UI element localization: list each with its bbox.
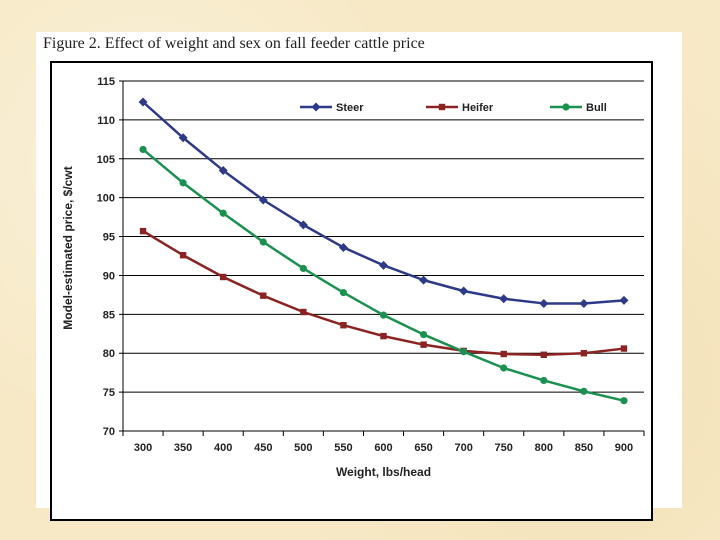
y-tick-label: 70 [103,426,115,438]
y-tick-label: 80 [103,348,115,360]
data-point-steer [619,295,629,305]
data-point-steer [419,275,429,285]
x-tick-label: 750 [495,442,513,454]
data-point-steer [178,133,188,143]
x-tick-label: 300 [134,442,152,454]
data-point-steer [379,260,388,270]
data-point-bull [179,179,187,187]
legend-marker-bull [562,103,570,111]
data-point-heifer [540,351,548,358]
x-tick-label: 400 [214,442,232,454]
data-point-heifer [380,332,387,340]
slide-panel: Figure 2. Effect of weight and sex on fa… [36,32,682,521]
x-tick-label: 800 [535,442,553,454]
data-point-heifer [620,345,628,352]
legend-label-heifer: Heifer [462,102,494,114]
x-tick-label: 500 [294,442,312,454]
legend-label-bull: Bull [586,102,607,114]
y-tick-label: 105 [97,154,115,166]
data-point-heifer [420,341,427,348]
data-point-heifer [340,322,347,329]
data-point-steer [539,298,549,308]
data-point-steer [298,220,308,230]
x-tick-label: 600 [374,442,392,454]
data-point-steer [579,298,589,308]
data-point-bull [500,364,508,372]
data-point-heifer [580,350,588,357]
line-chart: 70 75 80 85 90 95 100 105 110 115 300 350 400 450 500 5… [61,76,645,479]
data-point-bull [339,288,348,297]
data-point-bull [219,209,227,217]
y-tick-label: 100 [97,193,115,205]
data-point-heifer [179,252,187,259]
data-point-heifer [300,308,307,316]
data-point-steer [218,165,228,175]
x-tick-label: 650 [414,442,432,454]
figure-title: Figure 2. Effect of weight and sex on fa… [43,35,425,52]
legend-label-steer: Steer [336,102,364,114]
data-point-steer [459,286,469,296]
y-tick-label: 90 [103,270,115,282]
x-tick-label: 700 [454,442,472,454]
y-tick-label: 115 [97,76,115,88]
x-tick-label: 450 [254,442,272,454]
data-point-bull [620,397,628,405]
y-tick-label: 110 [97,115,115,127]
x-tick-label: 550 [334,442,352,454]
data-point-bull [259,238,267,246]
x-tick-label: 900 [615,442,633,454]
data-point-bull [139,145,147,154]
data-point-steer [499,294,509,304]
y-tick-label: 75 [103,387,115,399]
data-point-bull [379,311,388,319]
data-point-heifer [139,227,147,235]
data-point-heifer [219,273,227,281]
data-point-bull [580,387,588,395]
data-point-heifer [500,350,507,358]
y-tick-label: 95 [103,232,115,244]
data-point-steer [258,195,268,205]
legend-marker-steer [311,102,321,112]
chart-frame: 70 75 80 85 90 95 100 105 110 115 300 350 400 450 500 5… [50,61,653,521]
data-point-bull [419,330,428,339]
x-tick-label: 350 [174,442,192,454]
data-point-steer [338,242,348,252]
x-axis-title: Weight, lbs/head [336,465,431,479]
data-point-steer [138,97,148,107]
y-axis-title: Model-estimated price, $/cwt [61,166,75,329]
data-point-bull [299,264,307,273]
data-point-bull [540,376,548,385]
y-tick-label: 85 [103,309,115,321]
data-point-bull [460,348,468,356]
x-tick-label: 850 [575,442,593,454]
data-point-heifer [260,292,267,299]
legend-marker-heifer [438,103,446,111]
